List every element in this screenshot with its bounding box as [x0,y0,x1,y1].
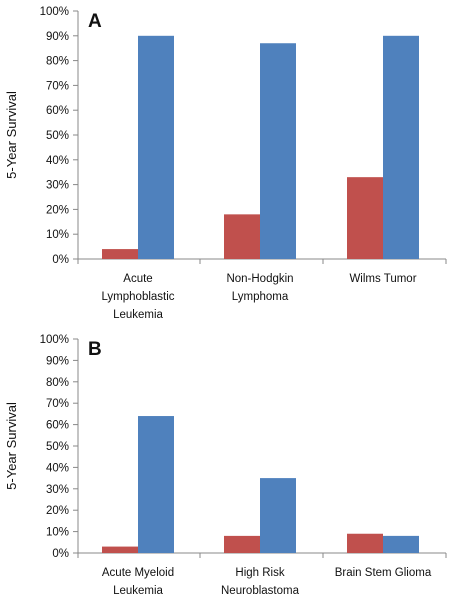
bar [260,43,296,259]
y-tick-label: 40% [46,462,69,474]
y-tick-label: 20% [46,505,69,517]
bar [224,214,260,259]
category-label: Non-Hodgkin [226,273,293,285]
y-tick-label: 70% [46,80,69,92]
y-tick-label: 50% [46,130,69,142]
panel-label: A [88,11,102,32]
category-label: High Risk [235,567,284,579]
category-label: Acute Myeloid [102,567,174,579]
y-tick-label: 80% [46,377,69,389]
y-tick-label: 70% [46,398,69,410]
y-tick-label: 10% [46,229,69,241]
y-tick-label: 80% [46,56,69,68]
category-label: Lymphoma [232,291,289,303]
y-tick-label: 30% [46,484,69,496]
category-label: Acute [123,273,152,285]
y-tick-label: 90% [46,31,69,43]
y-tick-label: 100% [40,334,69,346]
y-tick-label: 30% [46,180,69,192]
y-tick-label: 20% [46,204,69,216]
bar [383,35,419,259]
category-label: Leukemia [113,309,163,321]
bar [102,546,138,553]
bar [347,533,383,553]
y-tick-label: 60% [46,420,69,432]
bar [260,478,296,553]
category-label: Leukemia [113,585,163,597]
category-label: Lymphoblastic [101,291,174,303]
y-axis-title: 5-Year Survival [4,402,19,490]
y-tick-label: 50% [46,441,69,453]
bar [102,249,138,259]
y-tick-label: 90% [46,355,69,367]
y-tick-label: 60% [46,105,69,117]
bar [347,177,383,259]
chart-panel-a: 0% 10% 20% 30% 40% 50% 60% 70% 80% 90% 100% Acute Ly… [4,6,447,321]
category-label: Wilms Tumor [349,273,416,285]
bar [138,35,174,259]
category-label: Neuroblastoma [221,585,300,597]
y-tick-label: 10% [46,527,69,539]
y-axis-title: 5-Year Survival [4,91,19,179]
y-tick-label: 0% [52,548,69,560]
chart-panel-b: 0% 10% 20% 30% 40% 50% 60% 70% 80% 90% 100% Acute M… [4,334,447,597]
y-tick-label: 40% [46,155,69,167]
bar [224,535,260,553]
bar [383,535,419,553]
y-tick-label: 100% [40,6,69,18]
bar [138,416,174,553]
y-tick-label: 0% [52,254,69,266]
panel-label: B [88,339,102,360]
category-label: Brain Stem Glioma [335,567,432,579]
